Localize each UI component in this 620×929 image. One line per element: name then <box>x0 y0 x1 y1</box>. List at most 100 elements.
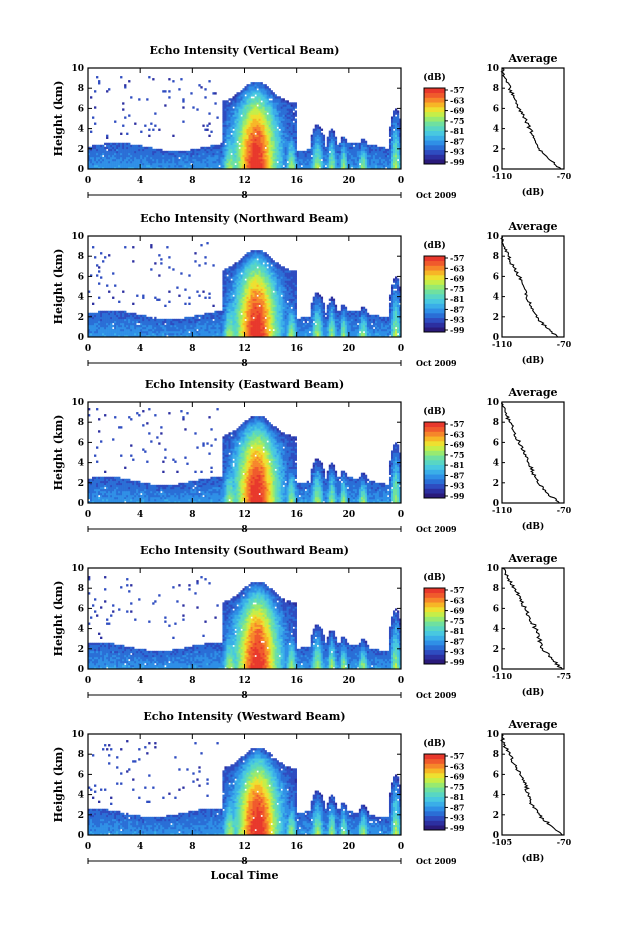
heatmap-cell <box>88 330 91 334</box>
heatmap-cell <box>244 116 247 119</box>
heatmap-cell <box>110 324 113 328</box>
heatmap-cell <box>278 166 281 169</box>
heatmap-cell <box>366 156 370 160</box>
heatmap-cell <box>254 158 257 162</box>
heatmap-cell <box>256 270 259 273</box>
heatmap-cell <box>104 162 107 166</box>
heatmap-cell <box>116 330 119 334</box>
heatmap-cell <box>270 314 273 318</box>
heatmap-cell <box>194 334 197 337</box>
heatmap-cell <box>212 160 215 164</box>
heatmap-cell <box>204 164 207 168</box>
heatmap-cell <box>330 134 334 137</box>
heatmap-cell <box>274 324 277 328</box>
heatmap-cell <box>244 118 247 121</box>
heatmap-cell <box>290 120 293 123</box>
heatmap-cell <box>316 150 320 154</box>
heatmap-cell <box>256 122 259 125</box>
heatmap-cell <box>162 320 165 324</box>
heatmap-cell <box>226 276 229 279</box>
heatmap-cell <box>246 120 249 123</box>
heatmap-cell <box>362 146 366 150</box>
heatmap-cell <box>96 146 99 150</box>
heatmap-cell <box>230 108 233 111</box>
heatmap-cell <box>250 290 253 293</box>
heatmap-cell <box>258 274 261 277</box>
heatmap-cell <box>276 138 279 142</box>
heatmap-cell <box>92 166 95 169</box>
heatmap-cell <box>238 132 241 135</box>
heatmap-cell <box>104 164 107 168</box>
heatmap-cell <box>94 152 97 156</box>
heatmap-cell <box>164 324 167 328</box>
heatmap-cell <box>222 280 225 283</box>
heatmap-cell <box>230 112 233 115</box>
heatmap-cell <box>128 330 131 334</box>
heatmap-cell <box>218 144 221 148</box>
heatmap-cell <box>348 160 352 164</box>
heatmap-cell <box>238 112 241 115</box>
heatmap-cell <box>138 160 141 164</box>
heatmap-cell <box>234 276 237 279</box>
heatmap-cell <box>246 122 249 125</box>
heatmap-cell <box>128 326 131 330</box>
heatmap-cell <box>260 116 263 119</box>
heatmap-cell <box>290 110 293 113</box>
heatmap-cell <box>268 146 271 150</box>
heatmap-cell <box>106 316 109 320</box>
heatmap-cell <box>302 150 305 154</box>
heatmap-cell <box>120 320 123 324</box>
heatmap-cell <box>276 264 279 267</box>
heatmap-cell <box>142 330 145 334</box>
heatmap-cell <box>244 132 247 135</box>
heatmap-cell <box>284 106 287 109</box>
heatmap-cell <box>256 292 259 295</box>
heatmap-cell <box>260 106 263 109</box>
heatmap-cell <box>124 164 127 168</box>
heatmap-cell <box>238 298 241 301</box>
heatmap-cell <box>96 76 99 79</box>
heatmap-cell <box>262 128 265 131</box>
heatmap-cell <box>266 330 269 334</box>
heatmap-cell <box>254 90 257 93</box>
heatmap-cell <box>224 272 227 275</box>
heatmap-cell <box>126 316 129 320</box>
heatmap-cell <box>280 100 283 103</box>
heatmap-cell <box>204 334 207 337</box>
heatmap-cell <box>230 284 233 287</box>
heatmap-cell <box>132 246 135 249</box>
heatmap-cell <box>126 314 129 318</box>
heatmap-cell <box>338 148 342 152</box>
heatmap-cell <box>230 300 233 303</box>
heatmap-cell <box>334 136 338 139</box>
heatmap-cell <box>204 296 207 299</box>
heatmap-cell <box>114 142 117 146</box>
heatmap-cell <box>222 284 225 287</box>
heatmap-cell <box>200 158 203 162</box>
heatmap-cell <box>140 150 143 154</box>
heatmap-cell <box>260 286 263 289</box>
heatmap-cell <box>134 158 137 162</box>
heatmap-cell <box>258 130 261 133</box>
heatmap-cell <box>102 160 105 164</box>
heatmap-cell <box>216 318 219 322</box>
heatmap-cell <box>250 312 253 316</box>
heatmap-cell <box>330 130 334 133</box>
heatmap-cell <box>288 110 291 113</box>
heatmap-cell <box>322 144 326 148</box>
heatmap-cell <box>266 274 269 277</box>
heatmap-cell <box>184 158 187 162</box>
heatmap-cell <box>216 334 219 337</box>
heatmap-cell <box>258 86 261 89</box>
heatmap-cell <box>324 146 328 150</box>
heatmap-cell <box>248 326 251 330</box>
heatmap-cell <box>228 304 231 307</box>
heatmap-cell <box>102 320 105 324</box>
y-tick-label: 4 <box>78 125 84 135</box>
heatmap-cell <box>236 110 239 113</box>
heatmap-cell <box>318 142 322 146</box>
heatmap-cell <box>146 330 149 334</box>
heatmap-cell <box>246 144 249 148</box>
heatmap-cell <box>258 96 261 99</box>
heatmap-cell <box>386 158 390 162</box>
